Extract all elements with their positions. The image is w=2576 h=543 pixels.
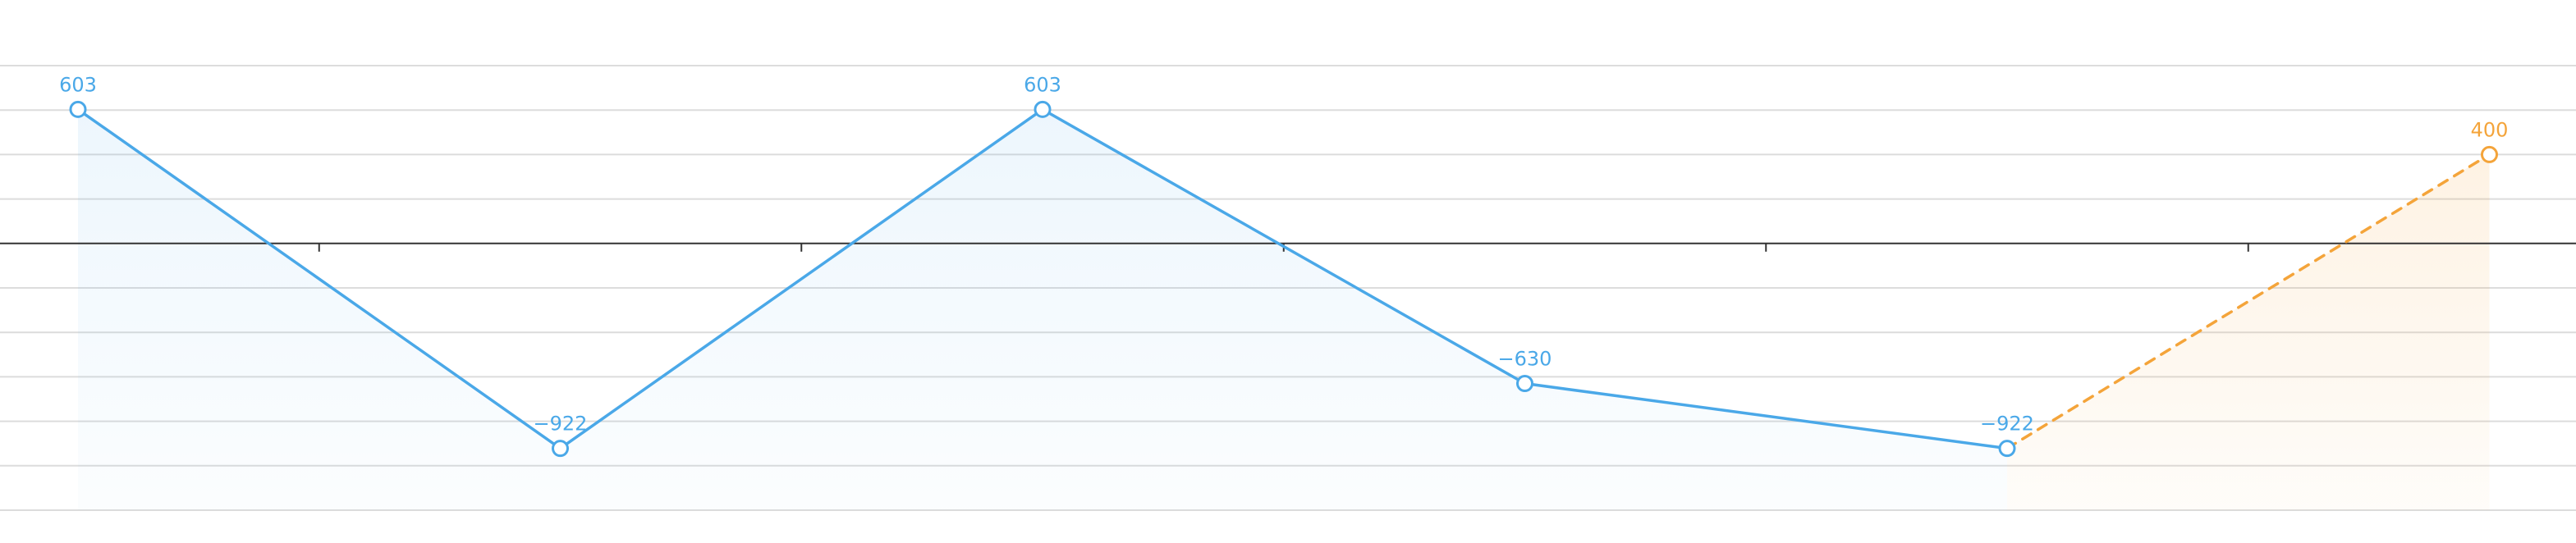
data-labels: 603 −922 603 −630 −922 400: [59, 73, 2508, 435]
series-areas: [78, 109, 2490, 510]
data-point[interactable]: [552, 440, 569, 458]
data-label: −630: [1498, 348, 1552, 371]
data-point[interactable]: [1998, 440, 2016, 458]
series-area-0: [78, 109, 2007, 510]
data-label: 603: [1024, 73, 1061, 96]
data-label: −922: [1980, 413, 2034, 436]
x-axis: [0, 242, 2576, 252]
data-label: 603: [59, 73, 97, 96]
data-label: 400: [2471, 118, 2509, 141]
data-point[interactable]: [1516, 375, 1533, 393]
data-point[interactable]: [1034, 100, 1052, 118]
data-label: −922: [534, 413, 588, 436]
data-point[interactable]: [2481, 145, 2498, 163]
series-line-1: [2005, 153, 2491, 450]
series-points: [69, 100, 2498, 458]
data-point[interactable]: [69, 100, 87, 118]
